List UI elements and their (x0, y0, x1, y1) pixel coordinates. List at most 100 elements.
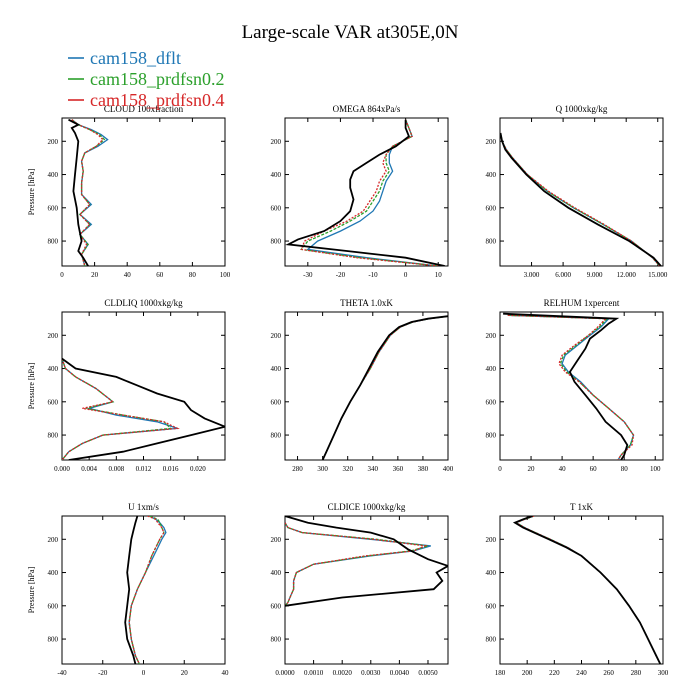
series-line-3 (300, 119, 439, 266)
series-line-observed (124, 516, 139, 664)
chart-panel-8: CLDICE 1000xkg/kg 0.0000 0.0010 0.0020 0.003… (271, 502, 449, 677)
y-tick-label: 400 (48, 171, 59, 179)
x-tick-label: 260 (603, 669, 614, 677)
x-tick-label: 300 (317, 465, 328, 473)
x-tick-label: -20 (98, 669, 108, 677)
y-tick-label: 600 (486, 204, 497, 212)
x-tick-label: 100 (650, 465, 661, 473)
x-tick-label: 300 (658, 669, 669, 677)
chart-panel-2: OMEGA 864xPa/s -30 -20 -10 0 10 200 400 600 800 (271, 104, 449, 279)
x-tick-label: 340 (368, 465, 379, 473)
x-tick-label: -10 (368, 271, 378, 279)
y-tick-label: 800 (486, 636, 497, 644)
x-tick-label: 380 (418, 465, 429, 473)
series-line-observed (512, 516, 662, 664)
series-line-1 (507, 314, 635, 460)
x-tick-label: 80 (621, 465, 629, 473)
x-tick-label: 280 (631, 669, 642, 677)
chart-panel-3: Q 1000xkg/kg 3.000 6.000 9.000 12.000 15.000 2… (486, 104, 668, 279)
y-axis-label: Pressure [hPa] (27, 566, 36, 613)
y-tick-label: 800 (48, 636, 59, 644)
x-tick-label: 0.0050 (418, 669, 438, 677)
y-tick-label: 800 (48, 432, 59, 440)
y-tick-label: 200 (48, 536, 59, 544)
y-tick-label: 800 (48, 238, 59, 246)
y-tick-label: 200 (271, 332, 282, 340)
x-tick-label: 60 (156, 271, 164, 279)
y-tick-label: 800 (486, 432, 497, 440)
y-tick-label: 800 (271, 432, 282, 440)
plot-frame (61, 117, 226, 267)
series-line-2 (285, 522, 429, 607)
x-tick-label: 180 (495, 669, 506, 677)
y-tick-label: 400 (48, 569, 59, 577)
x-tick-label: 0.012 (136, 465, 152, 473)
y-tick-label: 200 (48, 332, 59, 340)
x-tick-label: 10 (435, 271, 443, 279)
x-tick-label: 220 (549, 669, 560, 677)
series-line-2 (322, 315, 448, 460)
legend-entry: cam158_prdfsn0.4 (90, 90, 224, 110)
x-tick-label: 280 (292, 465, 303, 473)
x-tick-label: 40 (559, 465, 567, 473)
x-tick-label: 15.000 (648, 271, 668, 279)
x-tick-label: 40 (124, 271, 132, 279)
series-line-1 (514, 516, 661, 664)
x-tick-label: 320 (342, 465, 353, 473)
y-tick-label: 200 (48, 138, 59, 146)
series-line-3 (507, 314, 635, 460)
y-tick-label: 400 (486, 171, 497, 179)
series-line-3 (128, 516, 165, 664)
x-tick-label: 40 (222, 669, 230, 677)
x-tick-label: 0.0010 (304, 669, 324, 677)
series-line-observed (503, 312, 629, 460)
panel-title: OMEGA 864xPa/s (333, 104, 401, 114)
panel-title: T 1xK (570, 502, 594, 512)
panel-title: RELHUM 1xpercent (544, 298, 620, 308)
series-line-observed (62, 357, 225, 460)
y-tick-label: 400 (486, 569, 497, 577)
legend-entry: cam158_prdfsn0.2 (90, 69, 224, 89)
series-line-observed (285, 516, 448, 607)
series-line-1 (306, 119, 439, 266)
plot-frame (61, 515, 226, 665)
x-tick-label: 3.000 (524, 271, 540, 279)
series-line-observed (68, 118, 89, 266)
series-line-3 (322, 315, 448, 460)
legend-entry: cam158_dflt (90, 48, 181, 68)
panel-title: CLDICE 1000xkg/kg (328, 502, 406, 512)
y-tick-label: 400 (486, 365, 497, 373)
x-tick-label: 0.0020 (333, 669, 353, 677)
chart-panel-5: THETA 1.0xK 280 300 320 340 360 380 400 200 400 60… (271, 298, 454, 473)
chart-panel-7: U 1xm/s -40 -20 0 20 40 200 400 600 800 Pressure [… (27, 502, 229, 677)
x-tick-label: 80 (189, 271, 197, 279)
y-tick-label: 600 (271, 398, 282, 406)
figure-title: Large-scale VAR at305E,0N (242, 22, 459, 43)
series-line-2 (300, 119, 439, 266)
series-line-2 (128, 516, 165, 664)
x-tick-label: 0.016 (163, 465, 179, 473)
plot-frame (499, 311, 664, 461)
chart-panel-6: RELHUM 1xpercent 0 20 40 60 80 100 200 400 600 800 (486, 298, 664, 473)
x-tick-label: 240 (576, 669, 587, 677)
y-tick-label: 400 (271, 171, 282, 179)
series-line-3 (62, 358, 180, 460)
plot-frame (284, 117, 449, 267)
series-line-observed (500, 132, 662, 266)
series-line-3 (285, 522, 428, 607)
y-tick-label: 800 (271, 636, 282, 644)
x-tick-label: 0.0000 (275, 669, 295, 677)
y-tick-label: 600 (486, 398, 497, 406)
x-tick-label: -30 (303, 271, 313, 279)
series-line-3 (514, 516, 661, 664)
y-tick-label: 400 (271, 365, 282, 373)
x-tick-label: -20 (336, 271, 346, 279)
x-tick-label: 100 (220, 271, 231, 279)
plot-frame (499, 117, 664, 267)
y-tick-label: 600 (486, 602, 497, 610)
series-line-1 (322, 315, 448, 460)
x-tick-label: 6.000 (555, 271, 571, 279)
x-tick-label: 0.0040 (390, 669, 410, 677)
